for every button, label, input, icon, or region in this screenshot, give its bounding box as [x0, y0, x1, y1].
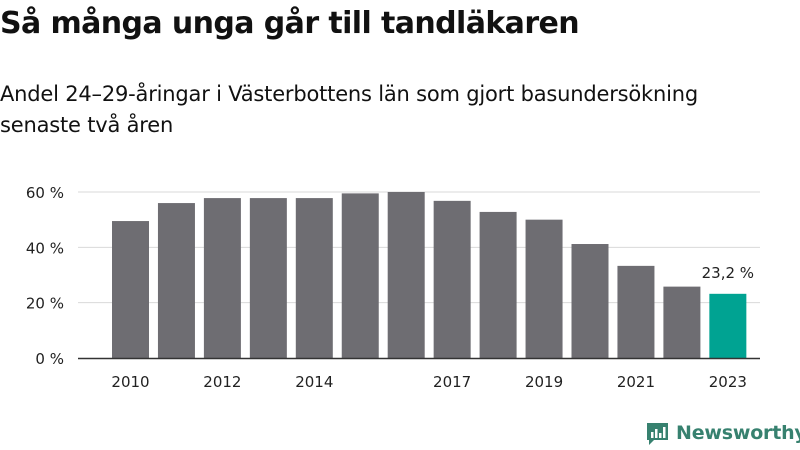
x-tick-label: 2017 — [433, 373, 471, 391]
y-tick-label: 60 % — [26, 184, 64, 202]
x-tick-label: 2019 — [525, 373, 563, 391]
brand-name: Newsworthy — [676, 422, 800, 444]
chart-title: Så många unga går till tandläkaren — [0, 6, 580, 41]
bar-2013 — [249, 198, 287, 358]
bar-2014 — [295, 198, 333, 358]
bar-2016 — [387, 192, 425, 358]
x-tick-label: 2012 — [203, 373, 241, 391]
bar-2021 — [617, 265, 655, 358]
x-axis-tick-labels: 2010 2012 2014 2017 2019 2021 2023 — [111, 373, 747, 391]
bar-2022 — [663, 286, 701, 358]
newsworthy-logo-icon — [647, 422, 668, 445]
y-axis-tick-labels: 0 % 20 % 40 % 60 % — [26, 184, 64, 368]
bar-2018 — [479, 211, 517, 358]
value-annotation: 23,2 % — [702, 264, 754, 282]
bars — [112, 192, 747, 358]
newsworthy-brand: Newsworthy — [645, 418, 800, 448]
x-tick-label: 2021 — [617, 373, 655, 391]
chart-subtitle: Andel 24–29-åringar i Västerbottens län … — [0, 82, 698, 137]
bar-2011 — [157, 203, 195, 358]
y-tick-label: 20 % — [26, 295, 64, 313]
y-tick-label: 40 % — [26, 239, 64, 257]
x-tick-label: 2023 — [709, 373, 747, 391]
bar-2015 — [341, 193, 379, 358]
bar-2010 — [112, 221, 149, 358]
bar-2019 — [525, 219, 563, 358]
bar-2017 — [433, 200, 471, 358]
bar-2012 — [203, 198, 241, 358]
annotations: 23,2 % — [702, 264, 754, 282]
y-tick-label: 0 % — [35, 350, 64, 368]
bar-2023 — [709, 293, 747, 358]
x-tick-label: 2010 — [111, 373, 149, 391]
bar-2020 — [571, 244, 609, 358]
x-tick-label: 2014 — [295, 373, 333, 391]
